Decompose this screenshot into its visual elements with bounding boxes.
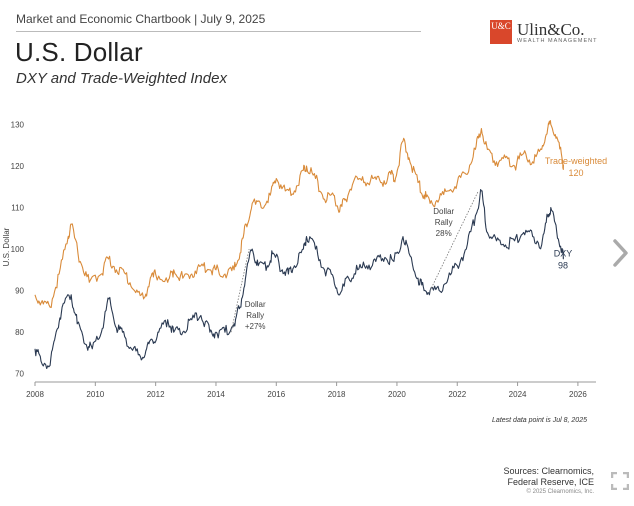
rally-annotation: 28% <box>436 229 452 238</box>
sources-line-2: Federal Reserve, ICE <box>507 477 594 487</box>
x-tick-label: 2016 <box>267 390 285 399</box>
x-tick-label: 2012 <box>147 390 165 399</box>
y-tick-label: 90 <box>15 287 24 296</box>
logo-name: Ulin&Co. <box>517 19 585 39</box>
y-tick-label: 70 <box>15 370 24 379</box>
chartbook-header: Market and Economic Chartbook | July 9, … <box>16 12 266 26</box>
logo-tagline: WEALTH MANAGEMENT <box>517 37 598 44</box>
x-tick-label: 2024 <box>509 390 527 399</box>
y-tick-label: 120 <box>11 162 25 171</box>
x-tick-label: 2022 <box>448 390 466 399</box>
header-divider <box>16 31 421 32</box>
series-end-label: DXY <box>554 248 573 258</box>
copyright: © 2025 Clearnomics, Inc. <box>526 489 594 495</box>
sources-line-1: Sources: Clearnomics, <box>503 466 594 476</box>
x-tick-label: 2014 <box>207 390 225 399</box>
y-axis-label: U.S. Dollar <box>2 227 11 266</box>
y-tick-label: 100 <box>11 245 25 254</box>
latest-data-note: Latest data point is Jul 8, 2025 <box>492 417 587 424</box>
dollar-line-chart: 70 80 90 100 110 120 130 2008 2010 2012 2014 2016 20… <box>2 120 607 399</box>
expand-icon[interactable] <box>611 472 629 490</box>
rally-annotation: Rally <box>435 218 453 227</box>
y-tick-label: 130 <box>11 120 25 129</box>
series-end-label: Trade-weighted <box>545 156 607 166</box>
y-tick-label: 80 <box>15 328 24 337</box>
y-tick-label: 110 <box>11 204 24 213</box>
x-tick-label: 2026 <box>569 390 587 399</box>
chart-subtitle: DXY and Trade-Weighted Index <box>16 70 227 87</box>
x-tick-label: 2018 <box>328 390 346 399</box>
rally-trend-line <box>230 248 250 333</box>
trade-weighted-series-line <box>34 120 564 309</box>
rally-annotation: +27% <box>245 322 266 331</box>
x-tick-label: 2008 <box>26 390 44 399</box>
page-title: U.S. Dollar <box>15 37 143 67</box>
x-tick-label: 2020 <box>388 390 406 399</box>
sources-text: Sources: Clearnomics, Federal Reserve, I… <box>503 466 594 488</box>
chevron-right-icon[interactable] <box>610 238 630 268</box>
company-logo: U&C Ulin&Co. WEALTH MANAGEMENT <box>490 20 597 44</box>
series-end-value: 120 <box>568 168 583 178</box>
rally-annotation: Dollar <box>245 300 266 309</box>
x-tick-label: 2010 <box>86 390 104 399</box>
rally-annotation: Dollar <box>433 207 454 216</box>
series-end-value: 98 <box>558 260 568 270</box>
dxy-series-line <box>34 188 564 370</box>
rally-annotation: Rally <box>246 311 264 320</box>
logo-mark: U&C <box>490 20 512 44</box>
rally-trend-line <box>429 190 479 291</box>
